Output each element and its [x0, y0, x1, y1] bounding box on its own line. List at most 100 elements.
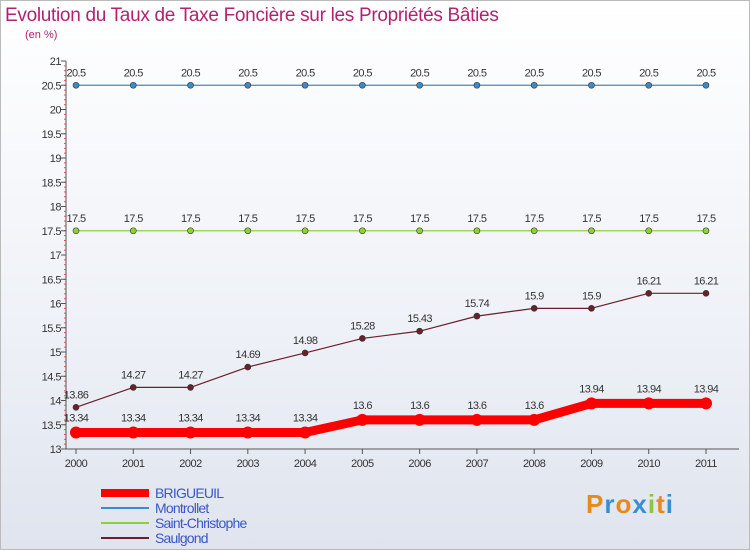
data-label: 15.28: [350, 320, 375, 332]
series-saint-christophe: 17.5 17.5 17.5 17.5 17.5 17.5 17.5 17.5 17.5 17.5…: [66, 213, 717, 235]
data-label: 20.5: [353, 67, 372, 79]
data-label: 20.5: [410, 67, 429, 79]
data-label: 16.21: [694, 275, 719, 287]
y-tick-label: 16: [50, 299, 62, 311]
data-label: 17.5: [525, 213, 544, 225]
x-tick-label: 2007: [466, 458, 489, 470]
data-label: 13.34: [64, 413, 89, 425]
data-label: 20.5: [525, 67, 544, 79]
data-point: [645, 290, 653, 297]
data-point: [702, 227, 710, 235]
data-label: 15.74: [465, 298, 490, 310]
data-point: [359, 81, 366, 89]
data-label: 20.5: [181, 67, 200, 79]
data-label: 17.5: [467, 213, 486, 225]
data-label: 17.5: [696, 213, 715, 225]
y-tick-label: 19.5: [42, 129, 62, 141]
data-point: [301, 227, 309, 235]
data-point: [585, 397, 598, 410]
x-tick-label: 2006: [408, 458, 431, 470]
data-label: 13.6: [410, 400, 429, 412]
data-point: [645, 81, 653, 89]
x-tick-label: 2008: [523, 458, 546, 470]
series-line: [71, 398, 711, 438]
data-point: [645, 227, 653, 235]
data-label: 17.5: [124, 213, 143, 225]
data-label: 20.5: [582, 67, 601, 79]
data-label: 17.5: [639, 213, 658, 225]
data-point: [301, 81, 309, 89]
data-point: [72, 227, 80, 235]
data-label: 15.9: [525, 290, 544, 302]
x-tick-label: 2005: [351, 458, 374, 470]
data-point: [187, 81, 194, 89]
data-label: 13.6: [467, 400, 486, 412]
data-point: [413, 413, 426, 426]
data-label: 20.5: [296, 67, 315, 79]
data-point: [299, 426, 312, 439]
data-point: [588, 81, 595, 89]
data-point: [244, 81, 252, 89]
legend-item: Saint-Christophe: [101, 515, 248, 531]
data-label: 20.5: [696, 67, 715, 79]
data-label: 14.98: [293, 335, 318, 347]
data-label: 20.5: [467, 67, 486, 79]
data-label: 14.27: [178, 369, 203, 381]
legend-label: BRIGUEUIL: [155, 485, 224, 501]
data-label: 15.9: [582, 290, 601, 302]
data-point: [129, 81, 137, 89]
data-point: [588, 305, 595, 312]
series-line: [75, 292, 707, 408]
series-brigueuil: 13.34 13.34 13.34 13.34 13.34 13.6 13.6 13.6 13.…: [64, 383, 719, 439]
y-tick-label: 13.5: [42, 420, 62, 432]
chart-subtitle: (en %): [25, 29, 58, 41]
data-point: [700, 397, 712, 410]
x-tick-label: 2009: [580, 458, 603, 470]
data-point: [528, 413, 541, 426]
x-tick-label: 2000: [65, 458, 88, 470]
data-point: [473, 81, 481, 89]
data-point: [187, 227, 194, 235]
y-tick-label: 20.5: [42, 80, 62, 92]
data-label: 13.6: [353, 400, 372, 412]
y-tick-label: 21: [50, 56, 62, 68]
data-point: [129, 227, 137, 235]
data-label: 15.43: [407, 313, 432, 325]
data-label: 17.5: [582, 213, 601, 225]
legend-label: Montrollet: [155, 500, 209, 516]
legend-item: BRIGUEUIL: [101, 485, 225, 501]
y-tick-label: 18: [50, 202, 62, 214]
x-tick-label: 2011: [695, 458, 717, 470]
data-point: [359, 335, 366, 342]
x-tick-label: 2003: [237, 458, 260, 470]
data-label: 13.34: [121, 413, 146, 425]
data-label: 13.94: [636, 383, 661, 395]
data-label: 17.5: [181, 213, 200, 225]
data-point: [184, 426, 197, 439]
data-point: [72, 81, 80, 89]
data-label: 14.27: [121, 369, 146, 381]
data-label: 17.5: [238, 213, 257, 225]
data-point: [702, 290, 710, 297]
y-tick-label: 18.5: [42, 177, 62, 189]
data-label: 17.5: [66, 213, 85, 225]
data-label: 13.6: [525, 400, 544, 412]
y-tick-label: 14.5: [42, 371, 62, 383]
data-point: [470, 413, 483, 426]
y-tick-label: 14: [50, 396, 62, 408]
data-point: [642, 397, 655, 410]
data-point: [244, 363, 252, 371]
data-label: 17.5: [353, 213, 372, 225]
data-point: [473, 227, 481, 235]
y-tick-label: 16.5: [42, 274, 62, 286]
y-tick-label: 20: [50, 105, 62, 117]
y-tick-label: 19: [50, 153, 62, 165]
data-point: [359, 227, 366, 235]
data-point: [301, 349, 309, 357]
y-tick-label: 15.5: [42, 323, 62, 335]
y-tick-label: 15: [50, 347, 62, 359]
y-tick-label: 17.5: [42, 226, 62, 238]
legend-item: Montrollet: [101, 500, 210, 516]
data-label: 13.94: [694, 383, 719, 395]
